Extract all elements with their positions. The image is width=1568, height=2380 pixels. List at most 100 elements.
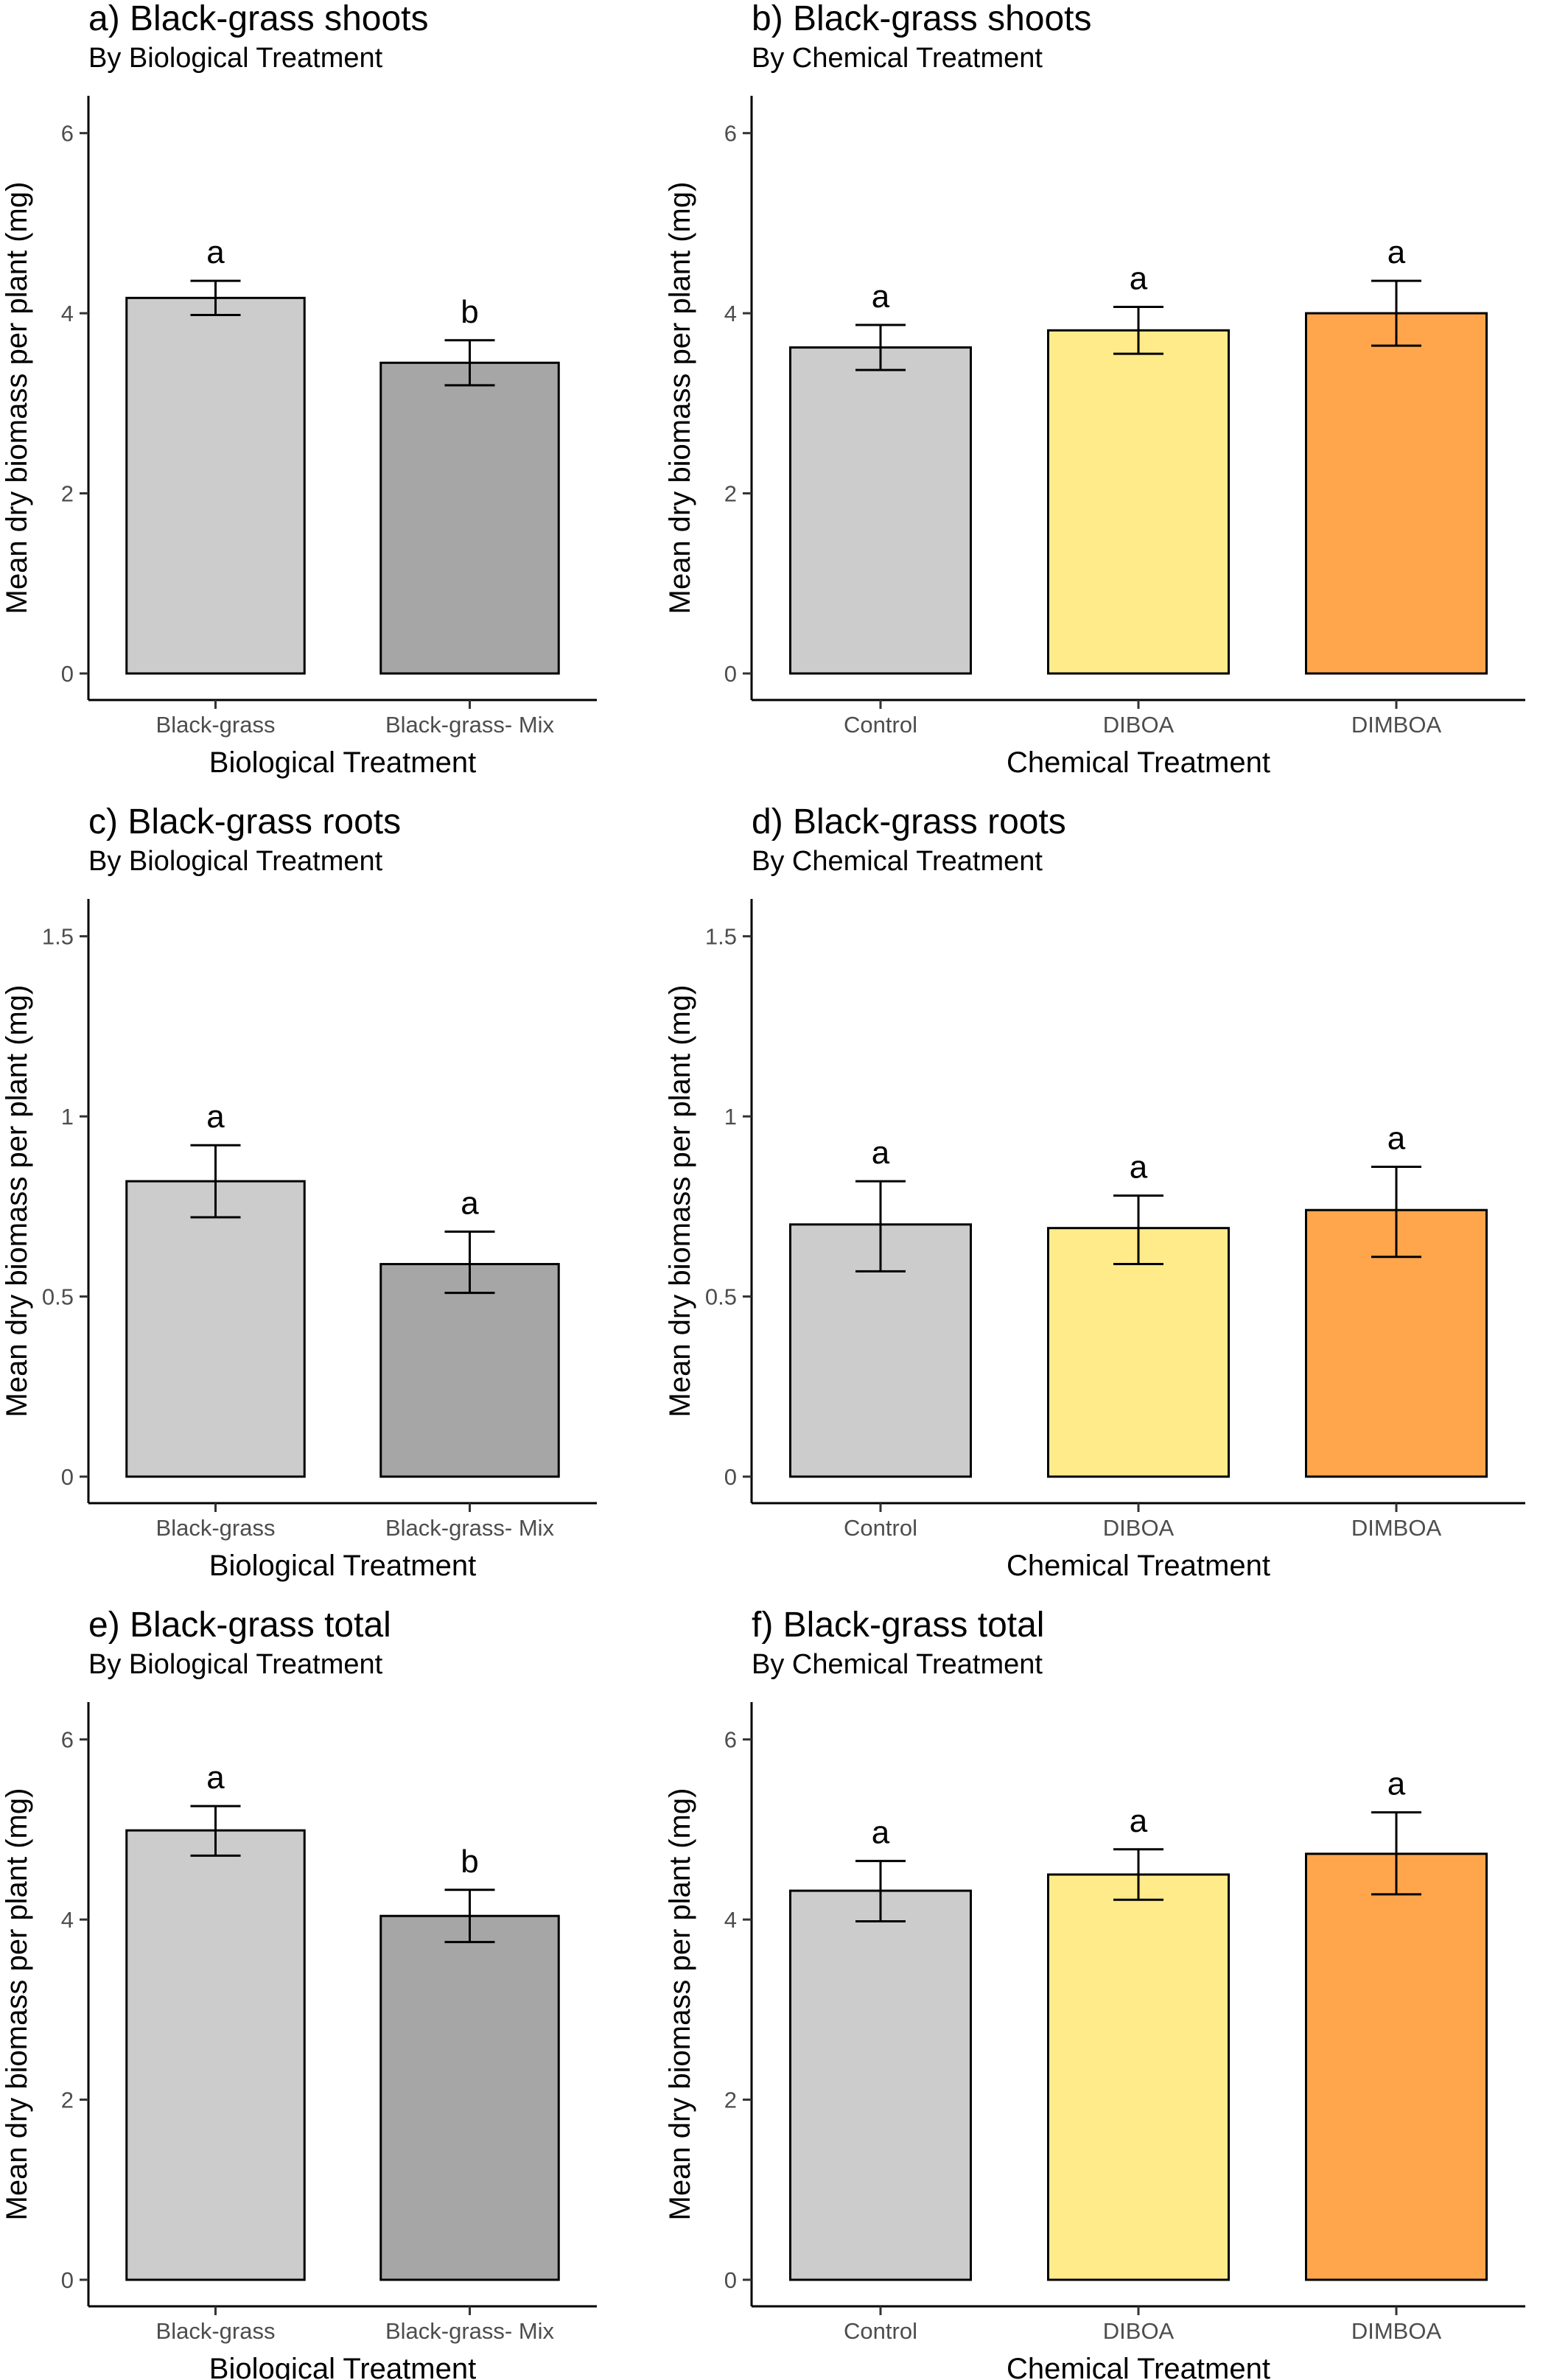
x-tick-label: Black-grass <box>156 2318 276 2344</box>
significance-letter: a <box>206 234 225 270</box>
bar <box>125 296 306 675</box>
panel-subtitle: By Chemical Treatment <box>752 43 1043 74</box>
y-tick-label: 6 <box>61 1727 74 1753</box>
bar <box>789 1889 972 2281</box>
y-axis-label: Mean dry biomass per plant (mg) <box>664 182 696 615</box>
y-tick-label: 1.5 <box>705 924 737 950</box>
significance-letter: a <box>872 1815 890 1851</box>
bar <box>1305 1852 1488 2281</box>
bar <box>125 1180 306 1478</box>
x-tick-label: DIMBOA <box>1351 712 1442 738</box>
y-tick-label: 4 <box>61 1907 74 1933</box>
chart-d: 0 0.5 1 1.5 Mean dry biomass per plant (mg) C… <box>664 899 1525 1582</box>
chart-b: 0 2 4 6 Mean dry biomass per plant (mg) Chemi… <box>664 96 1525 779</box>
significance-letter: a <box>206 1099 225 1135</box>
bar <box>1047 329 1230 675</box>
panel-d: d) Black-grass roots By Chemical Treatme… <box>663 803 1568 1606</box>
bar <box>789 346 972 675</box>
panel-subtitle: By Biological Treatment <box>88 43 383 74</box>
y-axis-label: Mean dry biomass per plant (mg) <box>664 1788 696 2221</box>
y-tick-label: 0 <box>61 1464 74 1490</box>
y-tick-label: 0 <box>724 1464 737 1490</box>
bar <box>125 1829 306 2281</box>
bar <box>1047 1873 1230 2281</box>
significance-letter: a <box>1130 1149 1148 1186</box>
x-tick-label: DIBOA <box>1103 1515 1175 1541</box>
panel-title: d) Black-grass roots <box>752 802 1066 841</box>
x-tick-label: DIBOA <box>1103 712 1175 738</box>
panel-subtitle: By Biological Treatment <box>88 846 383 877</box>
significance-letter: b <box>461 294 478 330</box>
x-axis-label: Biological Treatment <box>209 746 476 779</box>
bar <box>1047 1227 1230 1478</box>
y-tick-label: 2 <box>724 2087 737 2113</box>
x-tick-label: Black-grass <box>156 712 276 738</box>
bar <box>379 1914 560 2281</box>
x-axis-label: Chemical Treatment <box>1007 746 1270 779</box>
y-tick-label: 0.5 <box>705 1284 737 1310</box>
panel-a: a) Black-grass shoots By Biological Trea… <box>0 0 784 803</box>
y-tick-label: 1 <box>724 1104 737 1130</box>
panel-subtitle: By Biological Treatment <box>88 1649 383 1680</box>
x-axis-label: Biological Treatment <box>209 1550 476 1582</box>
x-tick-label: Black-grass <box>156 1515 276 1541</box>
significance-letter: a <box>1130 261 1148 297</box>
chart-f: 0 2 4 6 Mean dry biomass per plant (mg) Chemi… <box>664 1702 1525 2380</box>
significance-letter: b <box>461 1844 478 1880</box>
y-tick-label: 0 <box>724 2267 737 2293</box>
x-axis-label: Chemical Treatment <box>1007 1550 1270 1582</box>
y-axis-label: Mean dry biomass per plant (mg) <box>664 985 696 1418</box>
x-tick-label: Black-grass- Mix <box>385 712 555 738</box>
significance-letter: a <box>1387 1766 1406 1802</box>
y-axis-label: Mean dry biomass per plant (mg) <box>1 1788 33 2221</box>
panel-f: f) Black-grass total By Chemical Treatme… <box>663 1606 1568 2380</box>
panel-b: b) Black-grass shoots By Chemical Treatm… <box>663 0 1568 803</box>
chart-e: 0 2 4 6 Mean dry biomass per plant (mg) Biolo… <box>1 1702 597 2380</box>
y-tick-label: 2 <box>724 481 737 507</box>
y-axis-label: Mean dry biomass per plant (mg) <box>1 985 33 1418</box>
x-tick-label: Control <box>844 1515 917 1541</box>
significance-letter: a <box>206 1760 225 1796</box>
x-tick-label: Black-grass- Mix <box>385 2318 555 2344</box>
panel-c: c) Black-grass roots By Biological Treat… <box>0 803 784 1606</box>
panel-subtitle: By Chemical Treatment <box>752 1649 1043 1680</box>
panel-title: f) Black-grass total <box>752 1606 1045 1645</box>
y-tick-label: 6 <box>61 121 74 147</box>
x-tick-label: Black-grass- Mix <box>385 1515 555 1541</box>
panel-e: e) Black-grass total By Biological Treat… <box>0 1606 784 2380</box>
bar <box>1305 312 1488 675</box>
significance-letter: a <box>1130 1803 1148 1839</box>
x-tick-label: DIMBOA <box>1351 2318 1442 2344</box>
x-tick-label: DIMBOA <box>1351 1515 1442 1541</box>
y-tick-label: 6 <box>724 121 737 147</box>
x-tick-label: Control <box>844 712 917 738</box>
x-tick-label: Control <box>844 2318 917 2344</box>
panel-subtitle: By Chemical Treatment <box>752 846 1043 877</box>
chart-c: 0 0.5 1 1.5 Mean dry biomass per plant (mg) B… <box>1 899 597 1582</box>
y-tick-label: 0 <box>61 2267 74 2293</box>
x-tick-label: DIBOA <box>1103 2318 1175 2344</box>
y-tick-label: 2 <box>61 2087 74 2113</box>
panel-title: e) Black-grass total <box>88 1606 391 1645</box>
significance-letter: a <box>872 279 890 315</box>
significance-letter: a <box>1387 1121 1406 1157</box>
significance-letter: a <box>1387 234 1406 270</box>
panel-title: a) Black-grass shoots <box>88 0 429 38</box>
y-axis-label: Mean dry biomass per plant (mg) <box>1 182 33 615</box>
bar <box>379 1263 560 1478</box>
significance-letter: a <box>461 1186 479 1222</box>
x-axis-label: Biological Treatment <box>209 2353 476 2380</box>
y-tick-label: 1.5 <box>42 924 74 950</box>
y-tick-label: 4 <box>724 301 737 326</box>
bar <box>379 361 560 675</box>
y-tick-label: 6 <box>724 1727 737 1753</box>
y-tick-label: 0 <box>724 661 737 687</box>
x-axis-label: Chemical Treatment <box>1007 2353 1270 2380</box>
y-tick-label: 0.5 <box>42 1284 74 1310</box>
y-tick-label: 1 <box>61 1104 74 1130</box>
panel-title: b) Black-grass shoots <box>752 0 1092 38</box>
y-tick-label: 0 <box>61 661 74 687</box>
panel-title: c) Black-grass roots <box>88 802 402 841</box>
significance-letter: a <box>872 1135 890 1171</box>
y-tick-label: 4 <box>724 1907 737 1933</box>
